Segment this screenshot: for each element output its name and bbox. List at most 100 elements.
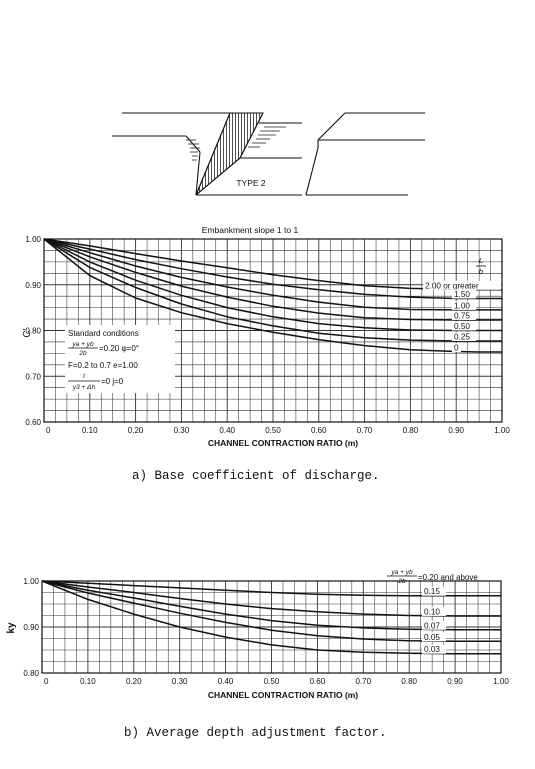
y-tick-label: 0.70 (25, 372, 41, 381)
x-tick-label: 0.30 (172, 677, 188, 686)
sc-line3-numerator: t (83, 373, 86, 380)
sc-line1-numerator: ya + yb (71, 341, 94, 348)
x-tick-label: 0.40 (219, 426, 235, 435)
chart-b-lines (41, 580, 501, 655)
legend-b-letter: b (479, 267, 483, 276)
chart-b-frame (41, 580, 502, 674)
x-tick-label: 0.50 (264, 677, 280, 686)
standard-conditions-heading: Standard conditions (68, 329, 139, 338)
sc-line1-denominator: 2b (78, 350, 87, 357)
series-line (41, 580, 501, 655)
x-tick-label: 0.20 (126, 677, 142, 686)
x-tick-label: 0.70 (356, 677, 372, 686)
ground-hatching (186, 126, 286, 161)
y-tick-label: 1.00 (23, 577, 39, 586)
series-label: 0.25 (454, 333, 470, 342)
series-label: 0.75 (454, 311, 470, 320)
series-label: 0.07 (424, 621, 440, 630)
chart-b-y-label: ky (6, 622, 17, 634)
caption-depth-adjustment: b) Average depth adjustment factor. (124, 726, 387, 740)
x-tick-label: 0 (44, 677, 49, 686)
series-label-background (422, 606, 446, 616)
series-label: 1.50 (454, 290, 470, 299)
y-tick-label: 0.90 (23, 623, 39, 632)
chart-base-coefficient: Embankment slope 1 to 1 0 0.10 0.20 0.30 0.4… (22, 225, 510, 448)
y-tick-label: 0.80 (23, 669, 39, 678)
series-label-background (422, 644, 446, 654)
x-tick-label: 0 (46, 426, 51, 435)
legend-b-denominator: 2b (397, 578, 406, 585)
x-tick-label: 0.40 (218, 677, 234, 686)
caption-base-coefficient: a) Base coefficient of discharge. (132, 469, 380, 483)
chart-b-series-labels: 0.15 0.10 0.07 0.05 0.03 (422, 586, 446, 654)
series-label-background (422, 586, 446, 596)
legend-b-numerator: ya + yb (390, 569, 413, 576)
x-tick-label: 0.10 (82, 426, 98, 435)
series-label-background (452, 321, 476, 331)
chart-a-title: Embankment slope 1 to 1 (202, 225, 299, 235)
x-tick-label: 1.00 (494, 426, 510, 435)
chart-b-y-ticks: 0.80 0.90 1.00 (23, 577, 39, 678)
x-tick-label: 0.70 (357, 426, 373, 435)
series-label: 0.15 (424, 587, 440, 596)
chart-a-legend-title: L b (476, 256, 486, 276)
y-tick-label: 0.80 (25, 327, 41, 336)
chart-a-x-label: CHANNEL CONTRACTION RATIO (m) (208, 438, 358, 448)
series-label-background (422, 620, 446, 630)
x-tick-label: 0.50 (265, 426, 281, 435)
chart-a-x-ticks: 0 0.10 0.20 0.30 0.40 0.50 0.60 0.70 0.80 0.90 1.0… (46, 426, 510, 435)
series-line (43, 238, 502, 321)
chart-b-x-ticks: 0 0.10 0.20 0.30 0.40 0.50 0.60 0.70 0.80 0.90 1.0… (44, 677, 509, 686)
chart-a-y-label: C' (22, 328, 33, 337)
y-tick-label: 0.60 (25, 418, 41, 427)
legend-b-rest: =0.20 and above (418, 573, 478, 582)
y-tick-label: 0.90 (25, 281, 41, 290)
x-tick-label: 0.80 (403, 426, 419, 435)
series-label-background (422, 632, 446, 642)
series-label: 2.00 or greater (425, 281, 479, 290)
chart-depth-adjustment: 0 0.10 0.20 0.30 0.40 0.50 0.60 0.70 0.80 0.90 1.0… (6, 569, 509, 700)
series-line (41, 580, 501, 643)
series-line (41, 580, 501, 617)
series-label-background (452, 343, 461, 353)
chart-b-legend-title: ya + yb 2b =0.20 and above (387, 569, 478, 585)
x-tick-label: 0.60 (311, 426, 327, 435)
series-line (43, 238, 502, 300)
x-tick-label: 0.80 (401, 677, 417, 686)
series-label: 0.03 (424, 645, 440, 654)
series-label: 1.00 (454, 301, 470, 310)
x-tick-label: 0.90 (447, 677, 463, 686)
chart-b-x-label: CHANNEL CONTRACTION RATIO (m) (208, 690, 358, 700)
series-line (41, 580, 501, 631)
series-label: 0.50 (454, 322, 470, 331)
sc-line1-rest: =0.20 φ=0° (99, 344, 139, 353)
x-tick-label: 0.20 (128, 426, 144, 435)
diagram-label: TYPE 2 (236, 178, 266, 188)
series-label-background (423, 280, 501, 290)
series-label: 0.10 (424, 607, 440, 616)
y-tick-label: 1.00 (25, 235, 41, 244)
chart-a-y-ticks: 0.60 0.70 0.80 0.90 1.00 (25, 235, 41, 427)
series-line (41, 580, 501, 597)
x-tick-label: 0.30 (174, 426, 190, 435)
standard-conditions-background (65, 325, 175, 393)
series-label-background (452, 310, 476, 320)
sc-line2: F=0.2 to 0.7 e=1.00 (68, 361, 138, 370)
right-embankment-outline (305, 112, 425, 196)
x-tick-label: 0.90 (448, 426, 464, 435)
series-label-background (452, 332, 476, 342)
x-tick-label: 0.60 (310, 677, 326, 686)
x-tick-label: 1.00 (493, 677, 509, 686)
series-label-background (452, 300, 476, 310)
series-label: 0.05 (424, 633, 440, 642)
series-label-background (452, 289, 476, 299)
legend-l-letter: L (479, 256, 483, 265)
sc-line3-rest: =0 j=0 (101, 377, 124, 386)
series-label: 0 (454, 344, 459, 353)
standard-conditions-box: Standard conditions ya + yb 2b =0.20 φ=0… (65, 325, 175, 393)
abutment-face-hatching (195, 112, 264, 196)
sc-line3-denominator: y3 + Δh (72, 384, 96, 391)
